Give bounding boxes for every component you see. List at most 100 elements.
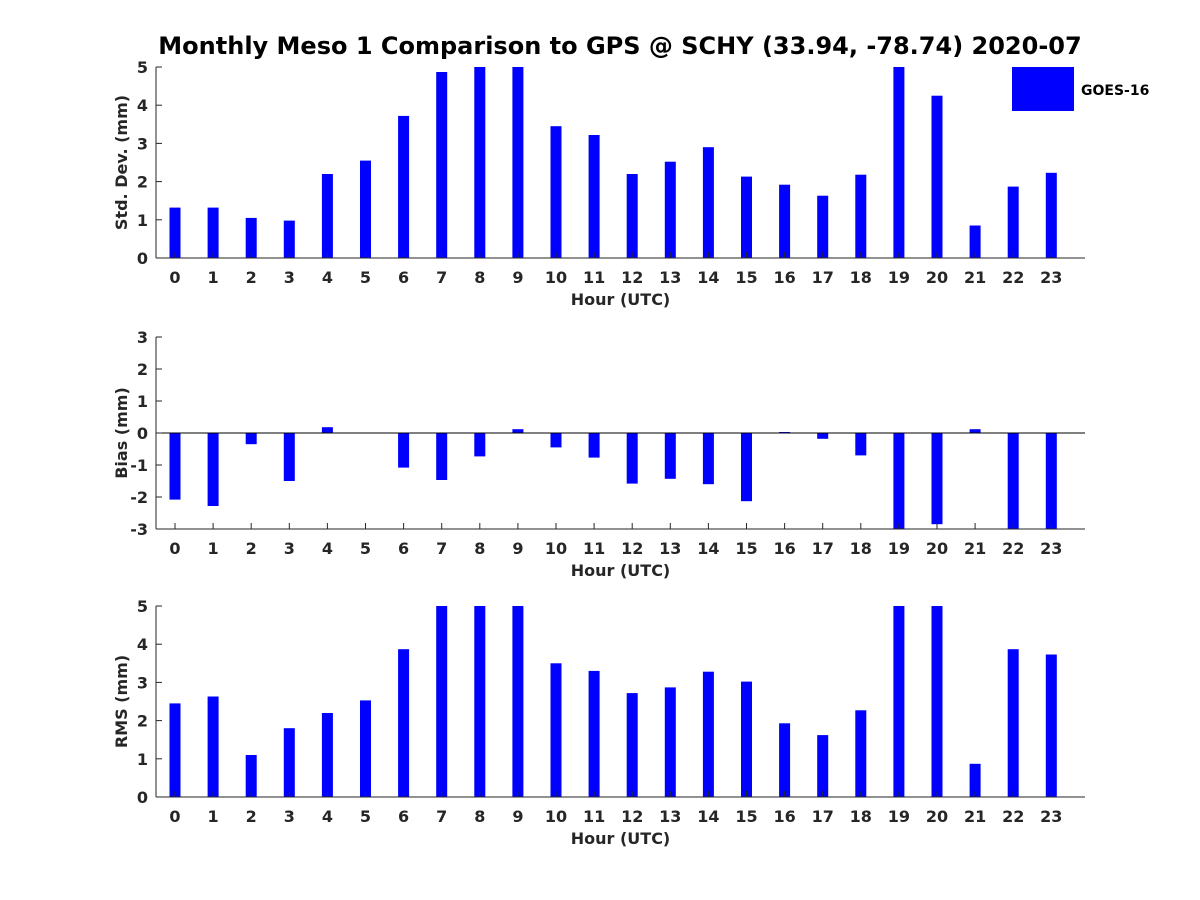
- rms-ylabel: RMS (mm): [112, 655, 131, 748]
- rms-xtick-label: 1: [208, 807, 219, 826]
- rms-bar-17: [817, 735, 829, 797]
- bias-bar-10: [550, 433, 562, 448]
- rms-bar-1: [207, 696, 219, 797]
- std-dev-xtick-label: 4: [322, 268, 333, 287]
- std-dev-xtick-label: 8: [474, 268, 485, 287]
- std-dev-bar-4: [321, 174, 333, 258]
- bias-bar-0: [169, 433, 181, 500]
- std-dev-ytick-label: 1: [137, 211, 148, 230]
- bias-ytick-label: 3: [137, 328, 148, 347]
- std-dev-bar-21: [969, 225, 981, 258]
- bias-xtick-label: 7: [436, 539, 447, 558]
- bias-ylabel: Bias (mm): [112, 387, 131, 479]
- rms-bar-19: [893, 606, 905, 797]
- bias-bar-7: [436, 433, 448, 480]
- bias-xlabel: Hour (UTC): [571, 561, 671, 580]
- std-dev-bar-23: [1045, 172, 1057, 258]
- std-dev-bar-0: [169, 207, 181, 258]
- std-dev-bar-15: [741, 176, 752, 258]
- std-dev-xtick-label: 12: [621, 268, 643, 287]
- std-dev-bar-2: [245, 217, 257, 258]
- std-dev-xtick-label: 23: [1040, 268, 1062, 287]
- std-dev-xtick-label: 13: [659, 268, 681, 287]
- rms-xtick-label: 16: [773, 807, 795, 826]
- std-dev-bar-1: [207, 207, 219, 258]
- std-dev-bar-11: [588, 135, 600, 258]
- bias-bar-17: [817, 433, 829, 439]
- rms-xtick-label: 19: [888, 807, 910, 826]
- rms-bar-12: [626, 693, 638, 797]
- rms-xtick-label: 23: [1040, 807, 1062, 826]
- rms-ytick-label: 1: [137, 750, 148, 769]
- std-dev-xtick-label: 11: [583, 268, 605, 287]
- std-dev-xtick-label: 5: [360, 268, 371, 287]
- rms-ytick-label: 5: [137, 597, 148, 616]
- std-dev-xtick-label: 14: [697, 268, 719, 287]
- std-dev-xtick-label: 10: [545, 268, 567, 287]
- bias-bar-1: [207, 433, 219, 506]
- std-dev-xtick-label: 22: [1002, 268, 1024, 287]
- rms-xtick-label: 7: [436, 807, 447, 826]
- std-dev-xtick-label: 19: [888, 268, 910, 287]
- bias-ytick-label: -2: [130, 488, 148, 507]
- rms-xtick-label: 17: [812, 807, 834, 826]
- bias-bar-11: [588, 433, 600, 458]
- std-dev-bar-20: [931, 95, 943, 258]
- rms-bar-22: [1007, 649, 1019, 797]
- bias-bar-9: [512, 429, 524, 433]
- std-dev-ytick-label: 2: [137, 173, 148, 192]
- rms-xtick-label: 18: [850, 807, 872, 826]
- rms-bar-7: [436, 606, 448, 797]
- bias-xtick-label: 16: [773, 539, 795, 558]
- rms-xtick-label: 11: [583, 807, 605, 826]
- bias-xtick-label: 14: [697, 539, 719, 558]
- bias-bar-3: [283, 433, 295, 481]
- rms-xtick-label: 22: [1002, 807, 1024, 826]
- std-dev-ytick-label: 4: [137, 96, 148, 115]
- rms-bar-5: [360, 700, 371, 797]
- bias-xtick-label: 23: [1040, 539, 1062, 558]
- std-dev-ytick-label: 3: [137, 134, 148, 153]
- std-dev-xtick-label: 1: [208, 268, 219, 287]
- bias-xtick-label: 15: [735, 539, 757, 558]
- bias-bar-8: [474, 433, 486, 457]
- bias-xtick-label: 13: [659, 539, 681, 558]
- rms-bar-15: [741, 681, 752, 797]
- std-dev-bar-3: [283, 220, 295, 258]
- std-dev-xtick-label: 3: [284, 268, 295, 287]
- bias-bar-2: [245, 433, 257, 445]
- bias-ytick-label: 0: [137, 424, 148, 443]
- rms-xtick-label: 4: [322, 807, 333, 826]
- std-dev-ytick-label: 0: [137, 249, 148, 268]
- std-dev-xlabel: Hour (UTC): [571, 290, 671, 309]
- rms-ytick-label: 4: [137, 635, 148, 654]
- std-dev-xtick-label: 2: [246, 268, 257, 287]
- rms-xtick-label: 9: [512, 807, 523, 826]
- bias-bar-22: [1007, 433, 1019, 529]
- bias-xtick-label: 4: [322, 539, 333, 558]
- rms-xtick-label: 5: [360, 807, 371, 826]
- bias-xtick-label: 8: [474, 539, 485, 558]
- std-dev-bar-8: [474, 67, 486, 258]
- std-dev-bar-7: [436, 72, 448, 258]
- chart-title: Monthly Meso 1 Comparison to GPS @ SCHY …: [158, 32, 1081, 60]
- bias-xtick-label: 21: [964, 539, 986, 558]
- rms-xtick-label: 8: [474, 807, 485, 826]
- rms-xtick-label: 15: [735, 807, 757, 826]
- rms-bar-9: [512, 606, 524, 797]
- std-dev-bar-13: [664, 161, 676, 258]
- std-dev-xtick-label: 15: [735, 268, 757, 287]
- bias-ytick-label: 2: [137, 360, 148, 379]
- bias-bar-12: [626, 433, 638, 484]
- rms-bar-20: [931, 606, 943, 797]
- rms-xtick-label: 10: [545, 807, 567, 826]
- legend-swatch: [1012, 67, 1074, 111]
- bias-bar-20: [931, 433, 943, 525]
- bias-xtick-label: 5: [360, 539, 371, 558]
- std-dev-xtick-label: 17: [812, 268, 834, 287]
- bias-bar-15: [741, 433, 752, 502]
- bias-xtick-label: 3: [284, 539, 295, 558]
- rms-bar-23: [1045, 654, 1057, 797]
- std-dev-xtick-label: 18: [850, 268, 872, 287]
